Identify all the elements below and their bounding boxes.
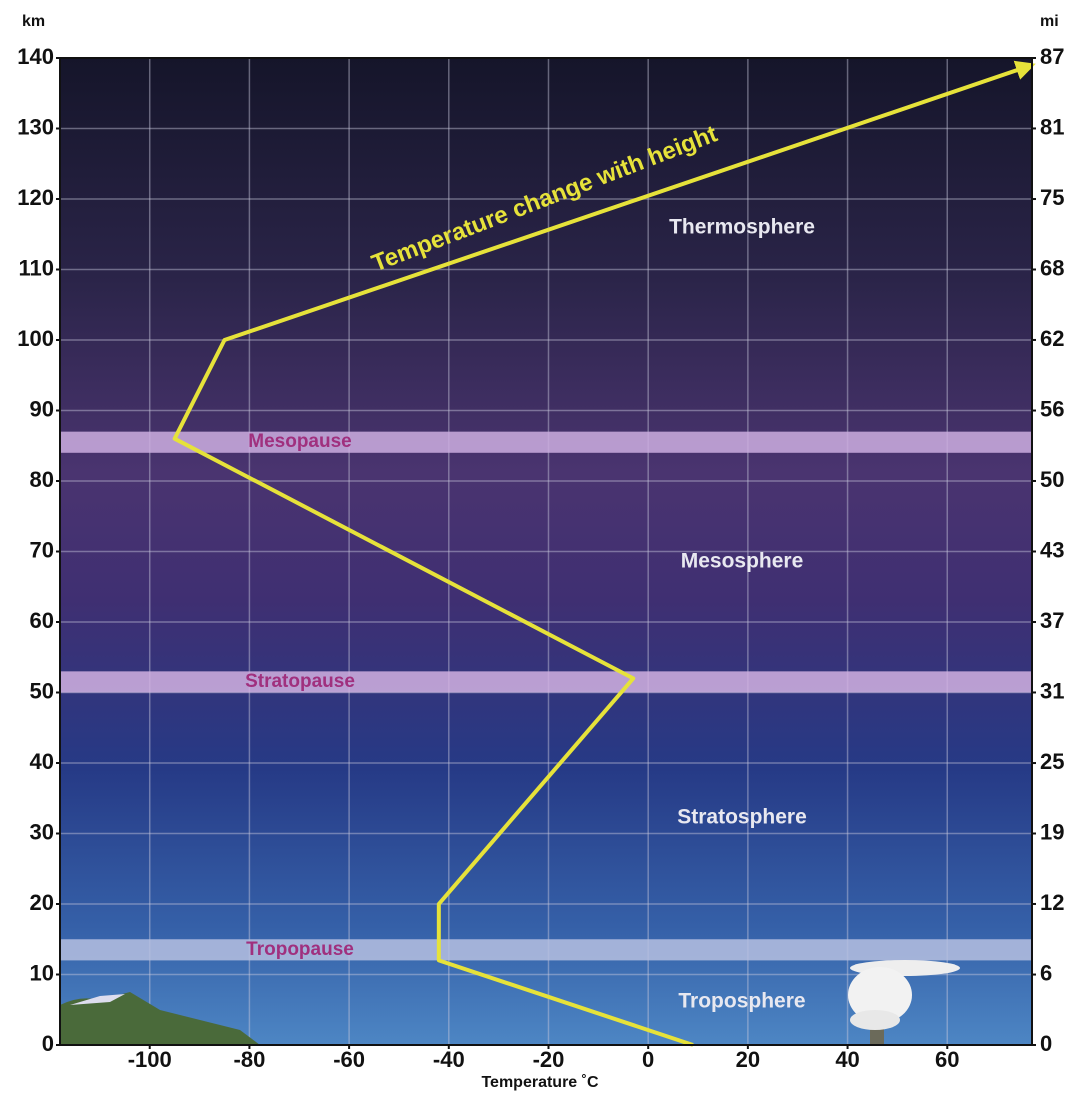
y-tick-label: 140 [17,44,54,69]
y2-tick-label: 43 [1040,537,1064,562]
x-tick-label: -60 [333,1047,365,1072]
y-tick-label: 20 [30,890,54,915]
y2-tick-label: 56 [1040,396,1064,421]
y2-tick-label: 25 [1040,749,1064,774]
y-tick-label: 50 [30,678,54,703]
y-tick-label: 130 [17,114,54,139]
y2-tick-label: 81 [1040,114,1064,139]
y2-tick-label: 37 [1040,608,1064,633]
layer-label: Mesosphere [681,550,804,573]
y-tick-label: 80 [30,467,54,492]
x-tick-label: -20 [533,1047,565,1072]
x-tick-label: 20 [736,1047,760,1072]
y2-tick-label: 19 [1040,819,1064,844]
y-tick-label: 70 [30,537,54,562]
y2-tick-label: 0 [1040,1031,1052,1056]
y-tick-label: 100 [17,326,54,351]
x-tick-label: -40 [433,1047,465,1072]
x-axis-label: Temperature ˚C [481,1074,599,1091]
y-tick-label: 10 [30,960,54,985]
y2-tick-label: 87 [1040,44,1064,69]
y2-tick-label: 75 [1040,185,1064,210]
y-tick-label: 30 [30,819,54,844]
x-tick-label: -100 [128,1047,172,1072]
layer-label: Stratosphere [677,806,807,829]
x-tick-label: 40 [835,1047,859,1072]
x-tick-label: 0 [642,1047,654,1072]
layer-label: Troposphere [678,990,805,1013]
band-label: Tropopause [246,939,354,960]
y-tick-label: 110 [19,255,55,280]
y2-tick-label: 31 [1040,678,1064,703]
page: Mesopause Stratopause Tropopause Thermosph… [0,0,1073,1093]
y2-tick-label: 62 [1040,326,1064,351]
x-tick-label: 60 [935,1047,959,1072]
y2-tick-label: 50 [1040,467,1064,492]
band [60,432,1032,453]
y-tick-label: 0 [42,1031,54,1056]
layer-label: Thermosphere [669,216,815,239]
y2-tick-label: 68 [1040,255,1064,280]
band-label: Mesopause [248,431,351,452]
y-tick-label: 90 [30,396,54,421]
y2-tick-label: 6 [1040,960,1052,985]
y-tick-label: 60 [30,608,54,633]
band [60,939,1032,960]
x-tick-label: -80 [234,1047,266,1072]
y2-axis-label: mi [1040,13,1059,30]
cloud-base [850,1010,900,1030]
band-label: Stratopause [245,671,355,692]
y-axis-label: km [22,13,45,30]
band [60,671,1032,692]
y2-tick-label: 12 [1040,890,1064,915]
chart: Mesopause Stratopause Tropopause Thermosph… [0,0,1073,1093]
y-tick-label: 120 [17,185,54,210]
y-tick-label: 40 [30,749,54,774]
